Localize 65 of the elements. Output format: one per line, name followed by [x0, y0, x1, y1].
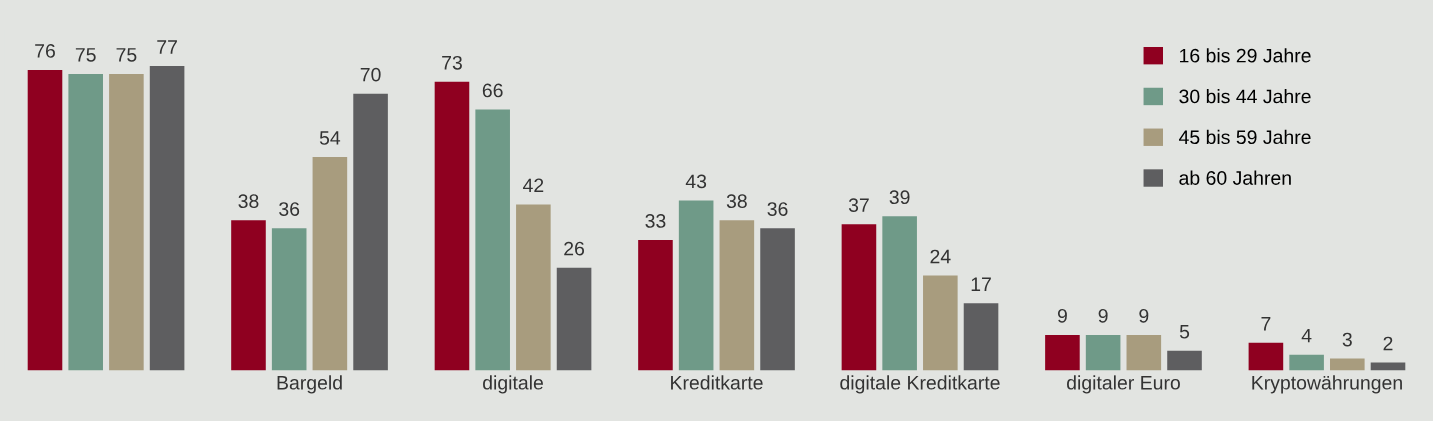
- bar: [231, 220, 266, 371]
- data-label: 66: [482, 83, 503, 98]
- data-label: 2: [1383, 336, 1393, 351]
- legend-label: 45 bis 59 Jahre: [1178, 129, 1311, 145]
- bar: [1167, 350, 1202, 371]
- bar: [27, 69, 63, 371]
- bar: [638, 239, 673, 371]
- data-label: 9: [1139, 308, 1149, 323]
- data-label: 26: [564, 241, 585, 256]
- data-label: 39: [889, 190, 910, 205]
- data-label: 37: [848, 198, 869, 212]
- data-label: 4: [1301, 328, 1312, 343]
- data-label: 5: [1179, 324, 1190, 339]
- data-label: 75: [116, 48, 137, 62]
- bar: [353, 93, 388, 371]
- data-label: 24: [930, 249, 951, 264]
- data-label: 9: [1057, 308, 1067, 323]
- data-label: 77: [157, 40, 177, 54]
- bar: [678, 200, 714, 371]
- bar: [475, 109, 510, 371]
- legend-label: 16 bis 29 Jahre: [1180, 48, 1311, 63]
- legend-label: ab 60 Jahren: [1179, 170, 1291, 185]
- data-label: 3: [1342, 332, 1352, 347]
- bar: [68, 73, 103, 371]
- bar: [434, 81, 470, 371]
- data-label: 76: [35, 44, 55, 58]
- x-tick-label: digitaler Euro: [1067, 375, 1180, 394]
- data-label: 33: [645, 214, 666, 228]
- bar: [719, 220, 755, 371]
- data-label: 17: [971, 277, 991, 291]
- data-label: 73: [442, 55, 462, 70]
- bar: [1330, 358, 1365, 371]
- bar: [841, 224, 877, 371]
- bar: [882, 216, 917, 371]
- bar: [149, 66, 185, 371]
- bar: [312, 156, 348, 371]
- x-tick-label: Kreditkarte: [671, 375, 763, 390]
- bar: [1248, 342, 1284, 371]
- data-label: 70: [360, 67, 381, 82]
- x-tick-label: Bargeld: [277, 375, 342, 394]
- x-tick-label: Kryptowährungen: [1252, 375, 1402, 394]
- data-label: 36: [279, 202, 300, 216]
- bar: [109, 73, 144, 371]
- data-label: 75: [75, 48, 96, 62]
- data-label: 36: [767, 202, 788, 216]
- bar: [1045, 334, 1080, 371]
- bar: [516, 204, 551, 371]
- bar: [923, 275, 958, 371]
- bar: [963, 303, 999, 371]
- data-label: 42: [523, 178, 544, 193]
- x-tick-label: digitale: [483, 375, 543, 394]
- data-label: 43: [685, 174, 707, 189]
- bar: [556, 267, 592, 371]
- data-label: 38: [238, 194, 259, 209]
- data-label: 38: [726, 194, 747, 209]
- x-tick-label: digitale Kreditkarte: [840, 375, 1000, 394]
- data-label: 9: [1098, 308, 1108, 323]
- data-label: 54: [319, 131, 341, 145]
- bar: [1085, 334, 1121, 371]
- data-label: 7: [1261, 317, 1271, 331]
- legend-label: 30 bis 44 Jahre: [1179, 89, 1311, 104]
- bar: [1126, 334, 1162, 371]
- bar: [271, 228, 307, 371]
- bar: [1289, 354, 1324, 371]
- bar: [760, 228, 795, 371]
